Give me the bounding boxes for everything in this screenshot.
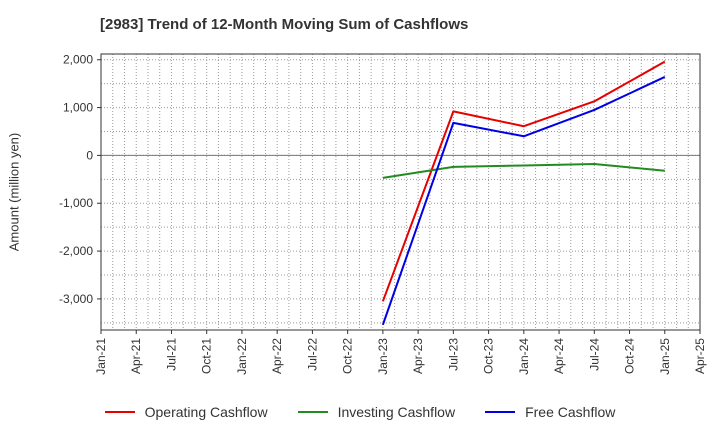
- legend-swatch-operating: [104, 411, 135, 413]
- legend-label-investing: Investing Cashflow: [337, 404, 456, 420]
- x-tick-label: Oct-22: [341, 338, 355, 374]
- grid-layer: [101, 54, 700, 330]
- y-tick-label: 0: [86, 148, 93, 162]
- x-tick-label: Jan-23: [376, 338, 390, 375]
- x-tick-label: Apr-21: [129, 338, 143, 374]
- chart-title: [2983] Trend of 12-Month Moving Sum of C…: [100, 16, 469, 33]
- plot-svg: 2,000 1,000 0 -1,000 -2,000 -3,000 Jan-21 Apr-…: [59, 53, 707, 375]
- x-tick-label: Jul-21: [164, 338, 178, 371]
- x-tick-label: Jan-22: [235, 338, 249, 375]
- y-tick-label: 2,000: [63, 53, 93, 67]
- y-tick-label: -2,000: [59, 244, 93, 258]
- x-tick-label: Jan-25: [658, 338, 672, 375]
- x-tick-label: Oct-24: [623, 338, 637, 374]
- y-tick-layer: 2,000 1,000 0 -1,000 -2,000 -3,000: [59, 53, 101, 306]
- series-line-1: [382, 163, 665, 179]
- legend-label-free: Free Cashflow: [525, 404, 616, 420]
- x-tick-label: Jul-22: [305, 338, 319, 371]
- y-tick-label: 1,000: [63, 101, 93, 115]
- legend: Operating Cashflow Investing Cashflow Fr…: [0, 404, 720, 420]
- legend-label-operating: Operating Cashflow: [144, 404, 268, 420]
- y-tick-label: -3,000: [59, 292, 93, 306]
- x-tick-label: Apr-23: [411, 338, 425, 374]
- x-tick-label: Jul-23: [446, 338, 460, 371]
- x-tick-label: Jan-21: [94, 338, 108, 375]
- x-tick-label: Apr-24: [552, 338, 566, 374]
- legend-swatch-free: [485, 411, 516, 413]
- x-tick-label: Jan-24: [517, 338, 531, 375]
- x-tick-layer: Jan-21 Apr-21 Jul-21 Oct-21 Jan-22 Apr-22 Jul-…: [94, 330, 707, 375]
- x-tick-label: Oct-21: [200, 338, 214, 374]
- plot-frame: [100, 53, 701, 331]
- x-tick-label: Jul-24: [587, 338, 601, 371]
- y-tick-label: -1,000: [59, 196, 93, 210]
- x-tick-label: Apr-22: [270, 338, 284, 374]
- legend-swatch-investing: [297, 411, 328, 413]
- legend-item-operating: Operating Cashflow: [104, 404, 268, 420]
- legend-item-free: Free Cashflow: [485, 404, 615, 420]
- legend-item-investing: Investing Cashflow: [297, 404, 456, 420]
- series-layer: [381, 60, 666, 326]
- x-tick-label: Oct-23: [482, 338, 496, 374]
- x-tick-label: Apr-25: [693, 338, 707, 374]
